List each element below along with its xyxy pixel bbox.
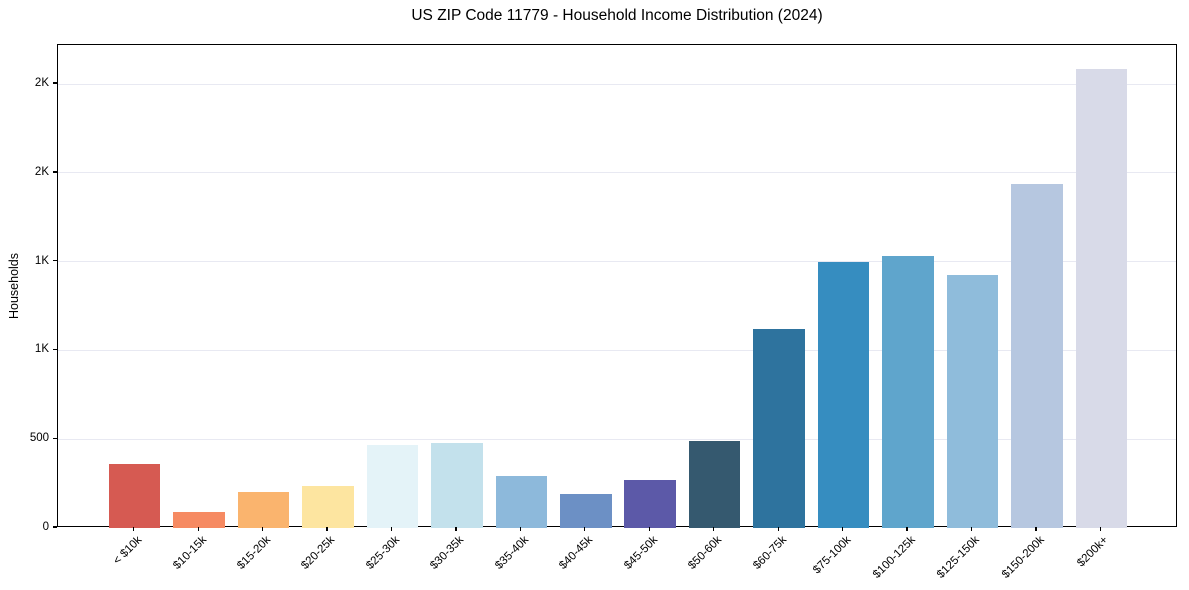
- bar-20-25k: [302, 486, 354, 528]
- bar-150-200k: [1011, 183, 1063, 528]
- bar-10-15k: [173, 512, 225, 528]
- x-tick-mark-100-125k: [906, 527, 908, 531]
- y-tick-mark-1500: [52, 260, 57, 262]
- y-tick-mark-500: [52, 437, 57, 439]
- x-tick-label-35-40k: $35-40k: [492, 534, 531, 572]
- bar-125-150k: [946, 274, 999, 528]
- bar-100-125k: [882, 256, 934, 528]
- x-tick-label-20-25k: $20-25k: [299, 534, 338, 572]
- x-tick-mark-40-45k: [584, 527, 586, 531]
- gridline-1000: [58, 349, 1176, 351]
- bar-75-100k: [817, 261, 870, 528]
- x-tick-label-75-100k: $75-100k: [810, 534, 854, 577]
- y-tick-mark-2000: [52, 171, 57, 173]
- x-tick-label-200k: $200k+: [1075, 534, 1111, 570]
- x-tick-label-10-15k: $10-15k: [170, 534, 209, 572]
- x-tick-label-100-125k: $100-125k: [870, 534, 918, 581]
- bar-10k: [108, 464, 161, 528]
- x-tick-mark-10k: [133, 527, 135, 531]
- plot-area: [57, 44, 1177, 528]
- x-tick-label-10k: < $10k: [111, 534, 145, 568]
- x-tick-label-50-60k: $50-60k: [686, 534, 725, 572]
- y-tick-label-500: 500: [29, 432, 49, 445]
- x-tick-mark-200k: [1099, 527, 1101, 531]
- x-tick-mark-25-30k: [390, 527, 393, 531]
- x-tick-mark-75-100k: [841, 527, 844, 531]
- x-tick-mark-150-200k: [1035, 527, 1037, 531]
- y-tick-label-2500: 2K: [34, 77, 49, 90]
- gridline-2000: [58, 172, 1176, 174]
- x-tick-mark-15-20k: [261, 527, 264, 531]
- x-tick-label-45-50k: $45-50k: [621, 534, 660, 572]
- x-tick-label-40-45k: $40-45k: [557, 534, 596, 572]
- x-tick-mark-20-25k: [326, 527, 328, 531]
- x-tick-mark-60-75k: [777, 527, 779, 531]
- bar-60-75k: [753, 329, 805, 528]
- x-tick-mark-50-60k: [713, 527, 715, 531]
- bar-25-30k: [366, 445, 419, 528]
- y-tick-mark-2500: [52, 82, 57, 84]
- x-tick-mark-10-15k: [197, 527, 199, 531]
- chart-title: US ZIP Code 11779 - Household Income Dis…: [411, 7, 823, 24]
- y-tick-mark-0: [52, 526, 57, 528]
- x-tick-label-60-75k: $60-75k: [750, 534, 789, 572]
- y-tick-label-1500: 1K: [34, 254, 49, 267]
- x-tick-mark-30-35k: [455, 527, 457, 531]
- x-tick-label-25-30k: $25-30k: [364, 534, 402, 572]
- bar-35-40k: [495, 475, 548, 528]
- gridline-500: [58, 438, 1176, 440]
- gridline-2500: [58, 83, 1176, 85]
- x-tick-label-125-150k: $125-150k: [934, 534, 982, 581]
- y-axis-label: Households: [7, 253, 21, 320]
- y-tick-label-1000: 1K: [34, 343, 49, 356]
- x-tick-label-150-200k: $150-200k: [999, 534, 1047, 581]
- x-tick-mark-45-50k: [648, 527, 650, 531]
- bar-50-60k: [688, 440, 741, 528]
- bar-200k: [1075, 68, 1128, 528]
- x-tick-label-15-20k: $15-20k: [235, 534, 274, 572]
- y-tick-mark-1000: [52, 348, 57, 351]
- x-tick-mark-125-150k: [970, 527, 973, 531]
- x-tick-label-30-35k: $30-35k: [428, 534, 467, 572]
- y-tick-label-2000: 2K: [34, 165, 49, 178]
- bar-40-45k: [560, 494, 612, 528]
- bar-15-20k: [237, 492, 290, 528]
- bar-30-35k: [431, 442, 483, 528]
- y-tick-label-0: 0: [42, 521, 49, 533]
- x-tick-mark-35-40k: [519, 527, 522, 531]
- bar-45-50k: [624, 480, 676, 528]
- gridline-1500: [58, 261, 1176, 263]
